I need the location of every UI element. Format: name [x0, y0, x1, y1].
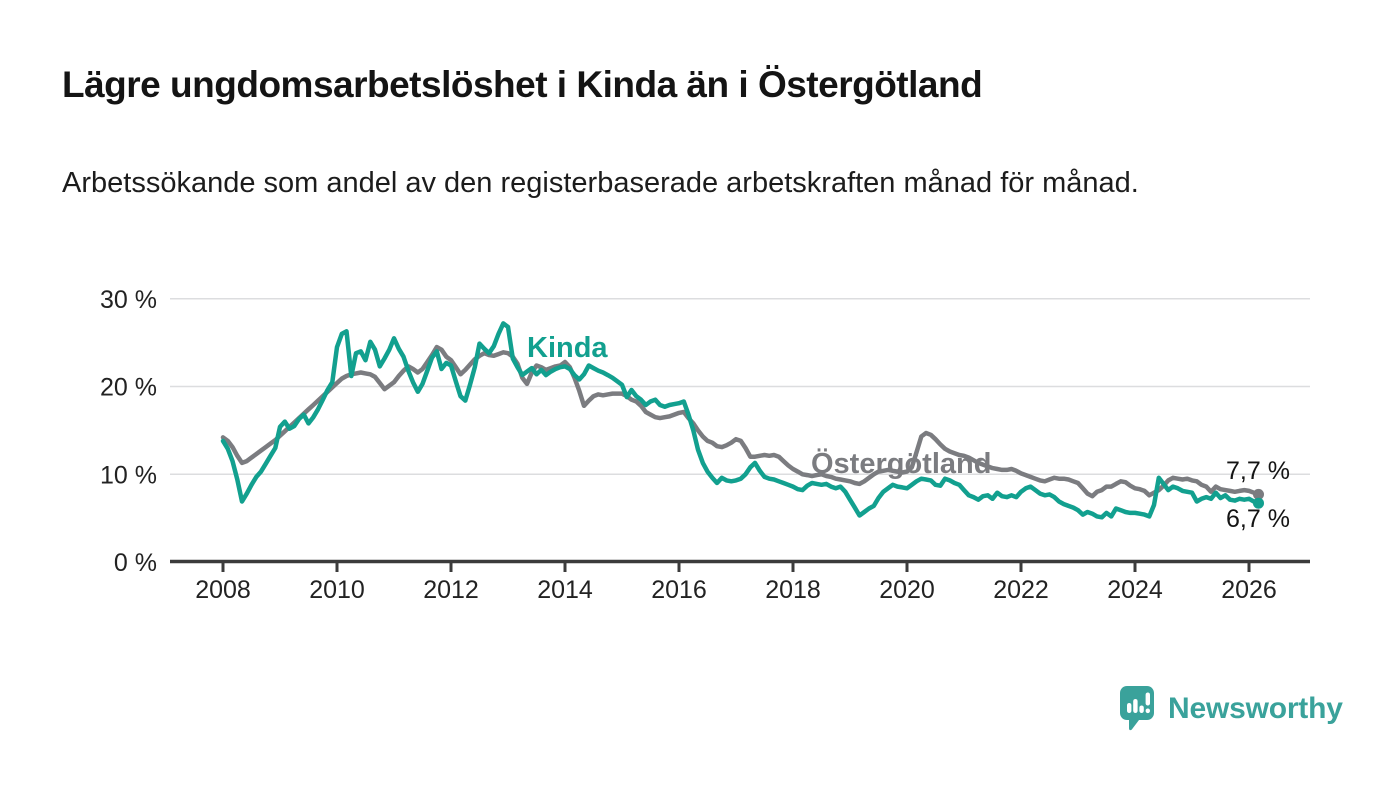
y-axis-tick-label: 0 % — [114, 549, 157, 577]
x-axis-tick-label: 2012 — [423, 576, 479, 604]
end-value-label-ostergotland: 7,7 % — [1226, 457, 1290, 485]
x-axis-tick-label: 2016 — [651, 576, 707, 604]
x-axis-tick-label: 2022 — [993, 576, 1049, 604]
chart-subtitle: Arbetssökande som andel av den registerb… — [62, 167, 1139, 199]
y-axis-tick-label: 30 % — [100, 286, 157, 314]
series-label-kinda: Kinda — [527, 332, 608, 364]
end-value-label-kinda: 6,7 % — [1226, 505, 1290, 533]
x-axis-tick-label: 2020 — [879, 576, 935, 604]
series-endpoint-dot-ostergotland — [1253, 488, 1264, 500]
x-axis-tick-label: 2018 — [765, 576, 821, 604]
x-axis-tick-label: 2014 — [537, 576, 593, 604]
x-axis-tick-label: 2008 — [195, 576, 251, 604]
x-axis-tick-label: 2026 — [1221, 576, 1277, 604]
newsworthy-logo-text: Newsworthy — [1168, 692, 1343, 725]
x-axis-tick-label: 2024 — [1107, 576, 1163, 604]
series-label-ostergotland: Östergötland — [811, 448, 992, 480]
series-line-ostergotland — [220, 344, 1261, 499]
newsworthy-logo: Newsworthy — [1120, 686, 1343, 732]
y-axis-tick-label: 10 % — [100, 461, 157, 489]
x-axis-tick-label: 2010 — [309, 576, 365, 604]
series-endpoint-dot-kinda — [1253, 497, 1264, 509]
series-line-kinda — [220, 321, 1261, 520]
newsworthy-logo-icon — [1120, 686, 1154, 731]
chart-title: Lägre ungdomsarbetslöshet i Kinda än i Ö… — [62, 64, 983, 105]
y-axis-tick-label: 20 % — [100, 374, 157, 402]
